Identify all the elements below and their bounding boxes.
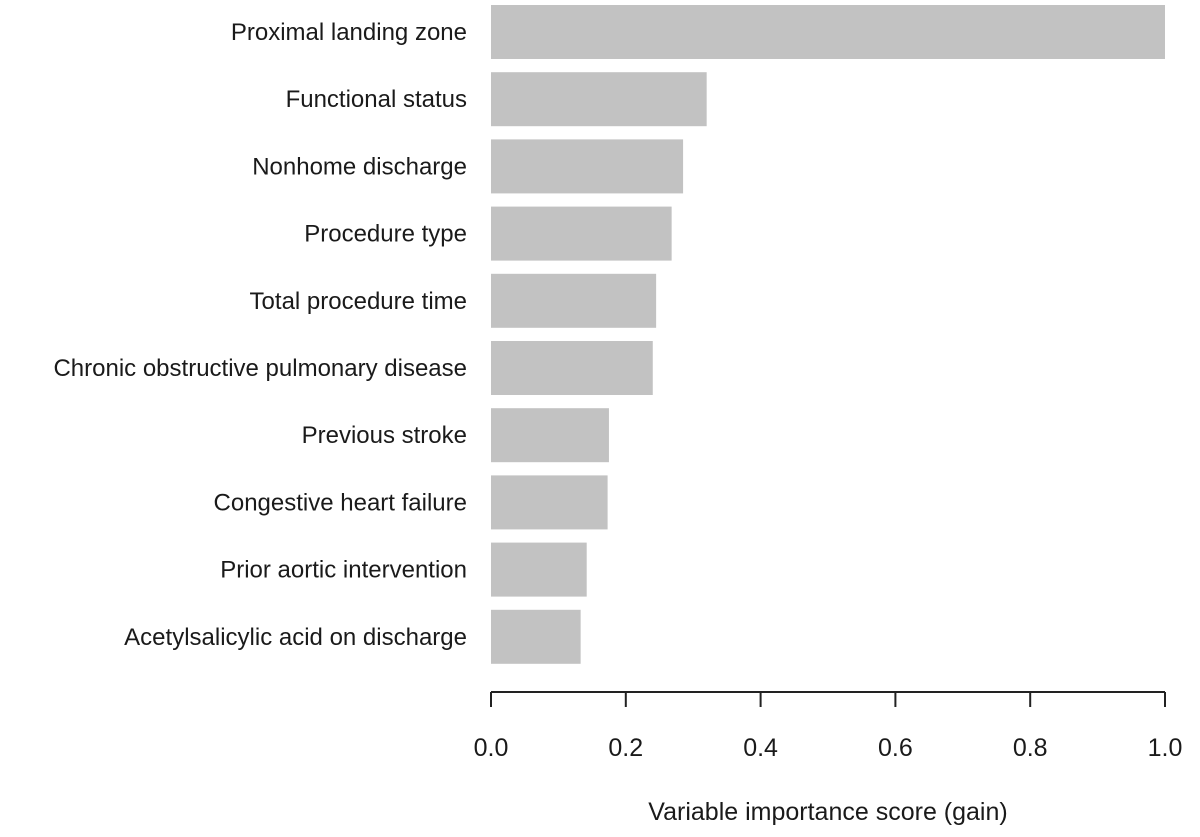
category-label: Chronic obstructive pulmonary disease (53, 355, 467, 382)
bar-acetylsalicylic-acid-on-discharge (491, 609, 581, 664)
category-label: Proximal landing zone (231, 19, 467, 46)
category-label: Prior aortic intervention (220, 557, 467, 584)
category-labels-group: Proximal landing zone Functional status No… (53, 19, 467, 651)
bar-total-procedure-time (491, 273, 657, 328)
x-tick-label: 0.0 (474, 734, 509, 762)
bar-chronic-obstructive-pulmonary-disease (491, 341, 653, 395)
bar-nonhome-discharge (491, 139, 684, 194)
x-tick-label: 1.0 (1148, 734, 1183, 762)
x-axis: 0.0 0.2 0.4 0.6 0.8 1.0 (474, 691, 1183, 762)
bar-functional-status (491, 72, 707, 127)
category-label: Previous stroke (302, 422, 467, 449)
bar-proximal-landing-zone (491, 5, 1165, 59)
x-tick-label: 0.2 (608, 734, 643, 762)
category-label: Procedure type (304, 221, 467, 248)
category-label: Acetylsalicylic acid on discharge (124, 624, 467, 651)
category-label: Congestive heart failure (214, 489, 467, 516)
category-label: Nonhome discharge (252, 153, 467, 180)
bars-group (491, 5, 1165, 664)
x-axis-title: Variable importance score (gain) (648, 798, 1007, 826)
x-tick-label: 0.6 (878, 734, 913, 762)
bar-procedure-type (491, 206, 672, 261)
bar-previous-stroke (491, 408, 609, 463)
bar-congestive-heart-failure (491, 475, 608, 530)
x-tick-label: 0.4 (743, 734, 778, 762)
category-label: Total procedure time (250, 288, 467, 315)
x-tick-label: 0.8 (1013, 734, 1048, 762)
category-label: Functional status (286, 86, 467, 113)
bar-prior-aortic-intervention (491, 542, 587, 597)
